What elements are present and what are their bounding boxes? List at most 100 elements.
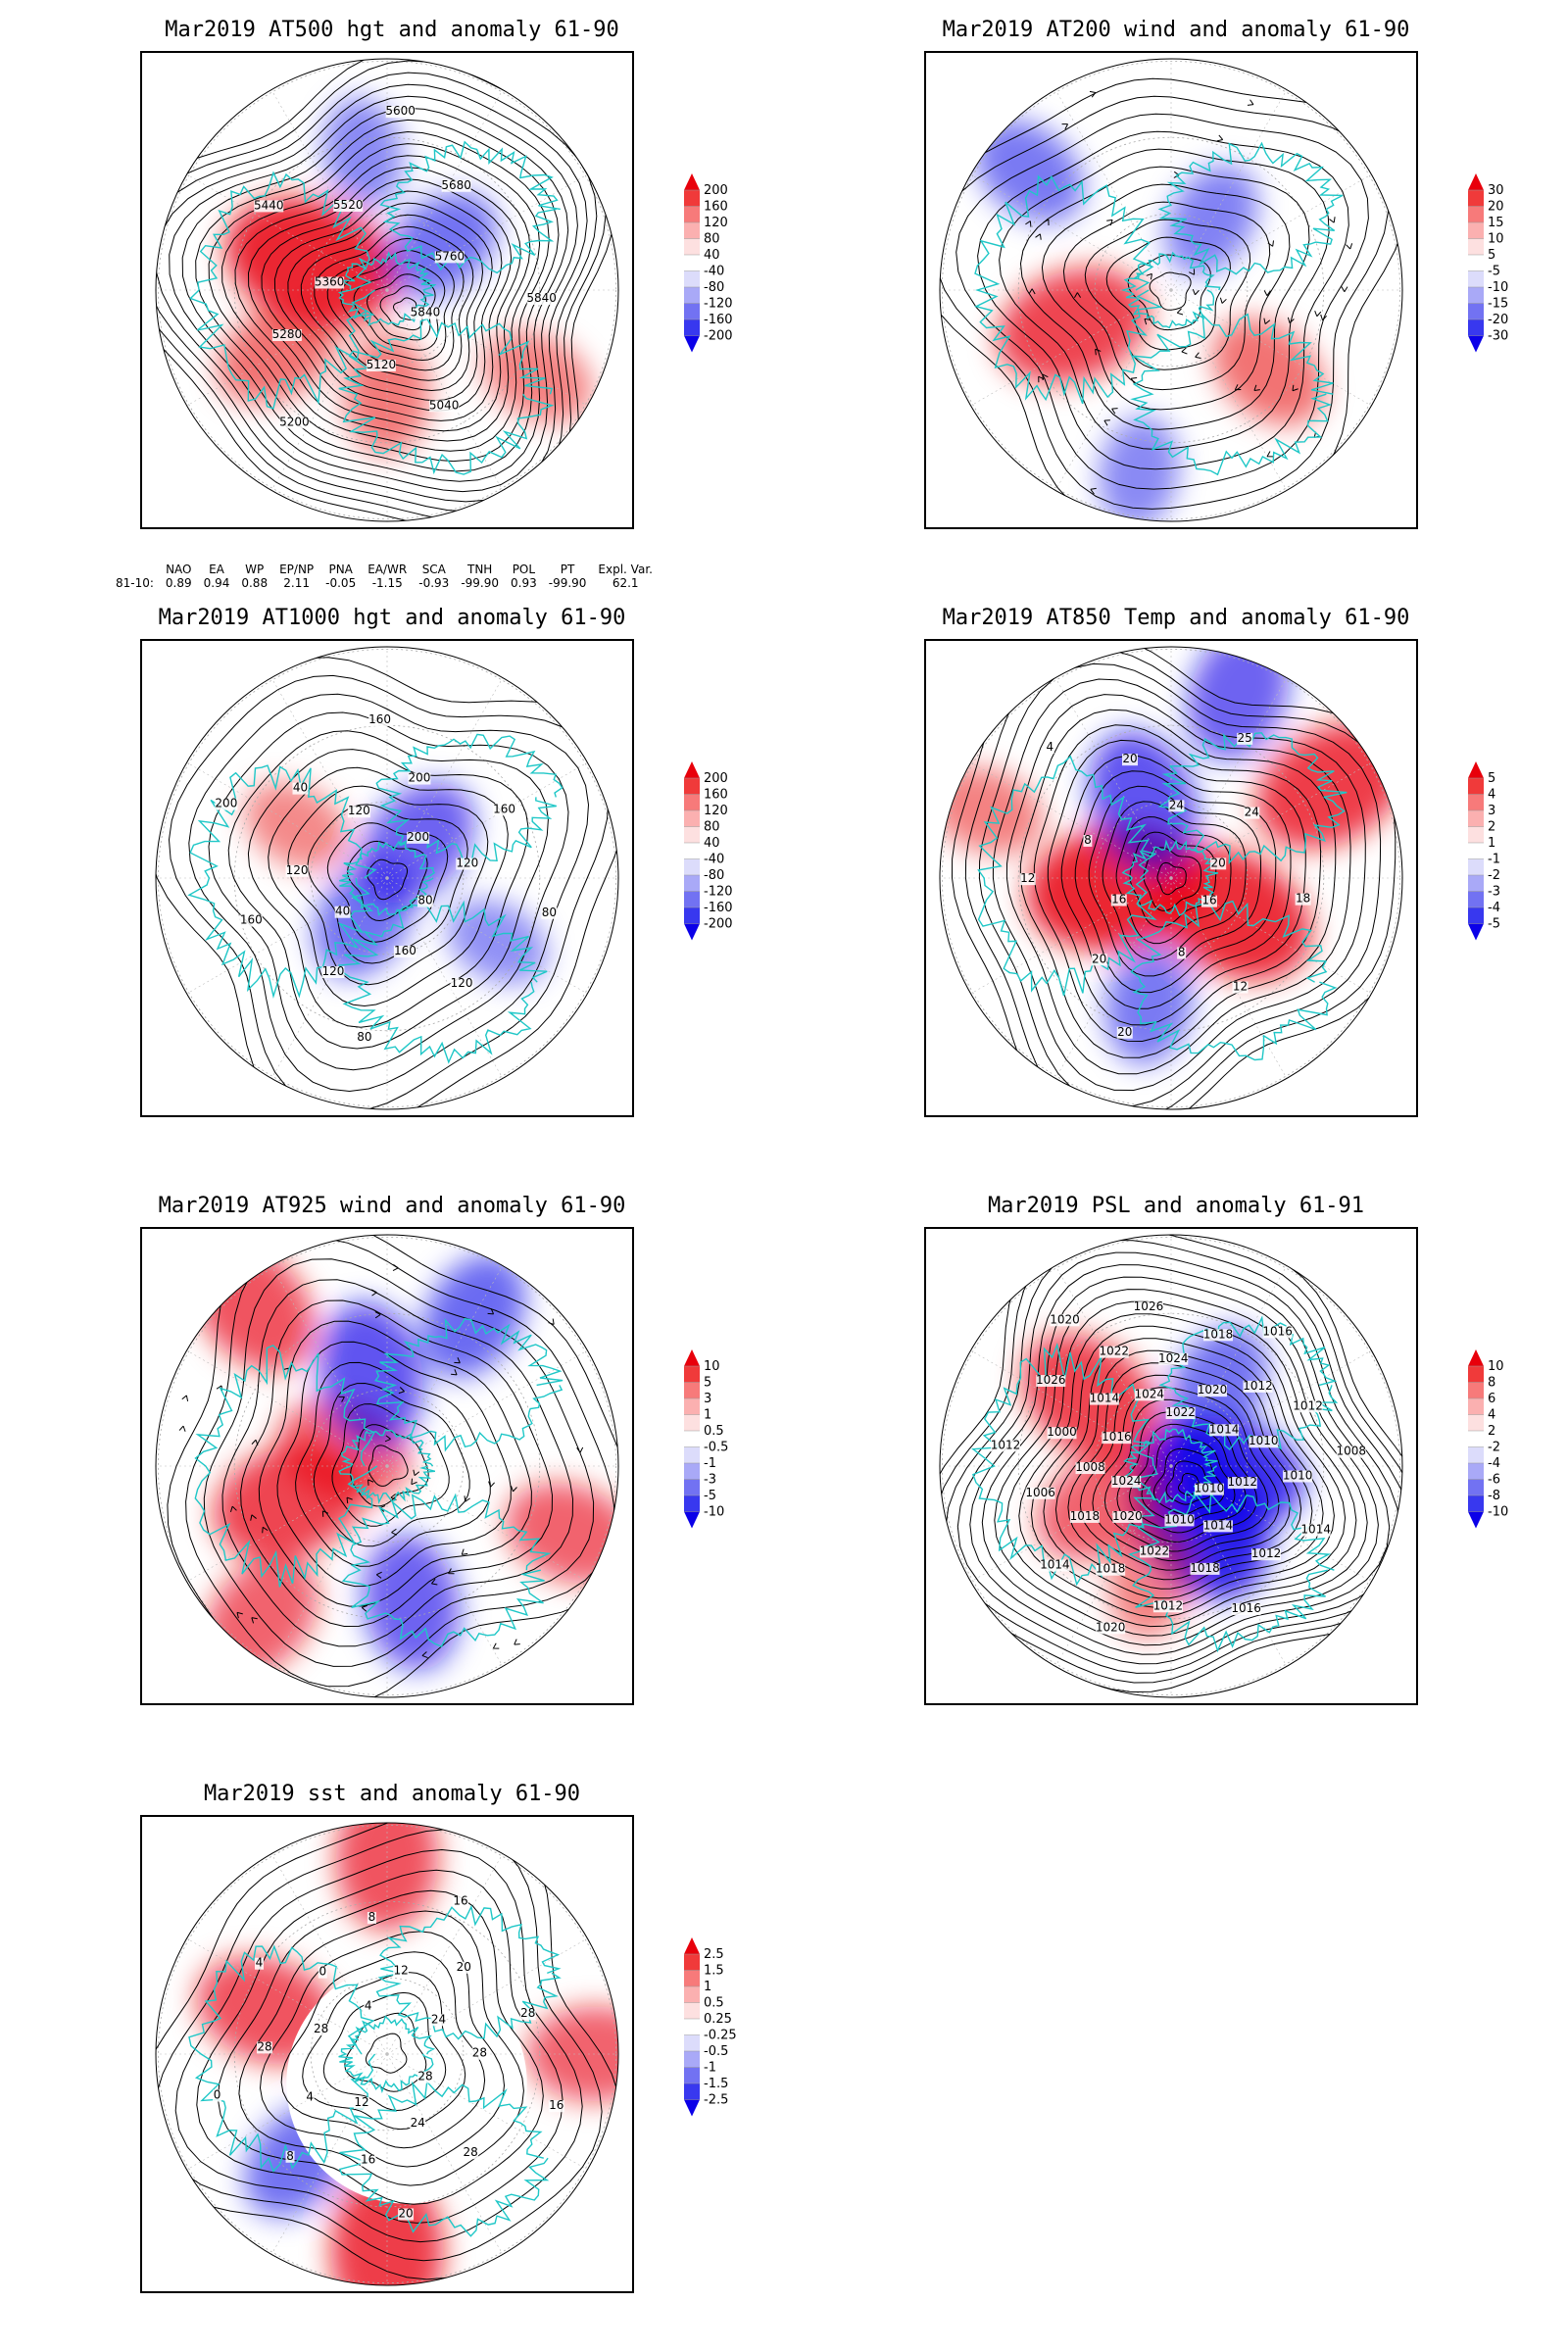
contour-label: 1014 [1203,1518,1234,1532]
contour-label-bg [1198,1385,1228,1397]
colorbar-label: 2 [1488,1424,1495,1439]
colorbar-segment [684,891,700,907]
colorbar-label: 40 [704,248,720,263]
colorbar-arrow-top [684,1349,700,1366]
contour-line [340,249,455,362]
contour-label: 0 [318,1965,326,1979]
colorbar-label: 10 [1488,1359,1504,1374]
colorbar-at200: 30 20 15 10 5 -5 -10 -15 -20 -30 [1460,172,1529,390]
contour-label: 200 [408,771,430,785]
contour-label: 5200 [279,415,310,428]
wind-arrow [251,1617,258,1624]
wind-arrow [1042,373,1049,381]
colorbar-arrow-bottom [684,335,700,353]
wind-arrow [391,1528,398,1536]
contour-label-bg [1025,1487,1055,1499]
contour-line [280,1951,486,2149]
contour-label-bg [1293,1400,1323,1413]
colorbar-segment [684,270,700,287]
panel-sst: Mar2019 sst and anomaly 61-90 [0,1764,784,2352]
contour-label: 28 [314,2022,328,2035]
colorbar-label: -40 [704,853,724,867]
contour-line [326,237,465,371]
contour-line [169,95,578,493]
contour-label-bg [1168,800,1185,812]
contour-line [1041,183,1291,411]
colorbar-segment [684,255,700,271]
colorbar-label: 10 [704,1359,720,1374]
index-value: -1.15 [371,576,403,590]
coastline [1158,1315,1339,1451]
contour-line [181,107,569,482]
contour-line [1141,1436,1236,1524]
coastline [1121,251,1221,329]
contour-label: 16 [361,2153,375,2167]
coastline-layer [188,1904,562,2237]
indices-header-row: NAO EA WP EP/NP PNA EA/WR SCA TNH POL PT… [110,563,659,576]
contour-label: 24 [431,2012,446,2026]
contour-label-bg [1243,1380,1273,1393]
colorbar-label: -2 [1488,1441,1500,1455]
contour-line [994,1289,1368,1637]
colorbar-label: 1 [704,1980,711,1994]
colorbar-label: -5 [1488,265,1500,279]
contour-label: 1010 [1195,1482,1225,1495]
colorbar-svg: 10 86 42 -2-4 -6-8 -10 [1468,1349,1508,1529]
contour-label: 1020 [1050,1312,1080,1326]
contour-line [195,119,560,472]
colorbar-label: -4 [1488,901,1500,915]
contour-line [314,225,474,381]
wind-arrow [576,1446,584,1453]
contour-label-bg [456,858,479,870]
colorbar-label: 1 [704,1408,711,1423]
colorbar-label: -40 [704,265,724,279]
negative-anomaly [974,120,1084,222]
colorbar-label: -8 [1488,1489,1500,1503]
contour-label: 1010 [1164,1512,1195,1526]
wind-arrow [338,1396,345,1402]
index-value: 2.11 [283,576,310,590]
contour-label: 28 [257,2039,271,2053]
colorbar-label: -0.25 [704,2029,737,2043]
contour-label: 1020 [1112,1509,1143,1523]
contour-label-bg [366,360,396,372]
colorbar-label: 30 [1488,183,1504,198]
coastline [1121,839,1219,916]
panel-title: Mar2019 AT200 wind and anomaly 61-90 [942,18,1410,42]
contour-label: 1020 [1198,1383,1228,1396]
contour-label-bg [1050,1314,1080,1327]
colorbar-label: -160 [704,313,733,327]
colorbar-label: 200 [704,771,728,786]
wind-arrow [1144,318,1151,325]
contour-label-bg [385,106,416,119]
contour-label-bg [1045,742,1054,755]
contour-label-bg [434,251,465,264]
wind-arrow [1192,288,1200,296]
colorbar-segment [1468,303,1484,319]
colorbar-label: 1 [1488,836,1495,851]
contour-line [365,2033,408,2074]
contour-label: 160 [394,944,416,957]
index-value: -99.90 [548,576,587,590]
wind-arrow [1253,384,1260,392]
contour-label-bg [1139,1545,1169,1558]
colorbar-label: 80 [704,232,720,247]
colorbar-label: -6 [1488,1473,1500,1488]
contour-label: 160 [493,802,515,815]
contour-label-bg [1121,754,1138,766]
contour-label-bg [1040,1559,1070,1572]
contour-label-bg [1047,1427,1077,1440]
coastline [338,318,555,475]
index-header: EA [209,563,224,576]
contour-label: 160 [368,712,391,726]
wind-arrow [321,1510,329,1517]
colorbar-segment [1468,1414,1484,1431]
colorbar-arrow-bottom [1468,1511,1484,1529]
coastline [338,2080,550,2237]
colorbar-segment [1468,858,1484,875]
contour-label-bg [430,2014,447,2027]
wind-arrow [370,1289,377,1297]
contour-line [1129,831,1217,928]
contour-label-bg [548,2100,564,2113]
